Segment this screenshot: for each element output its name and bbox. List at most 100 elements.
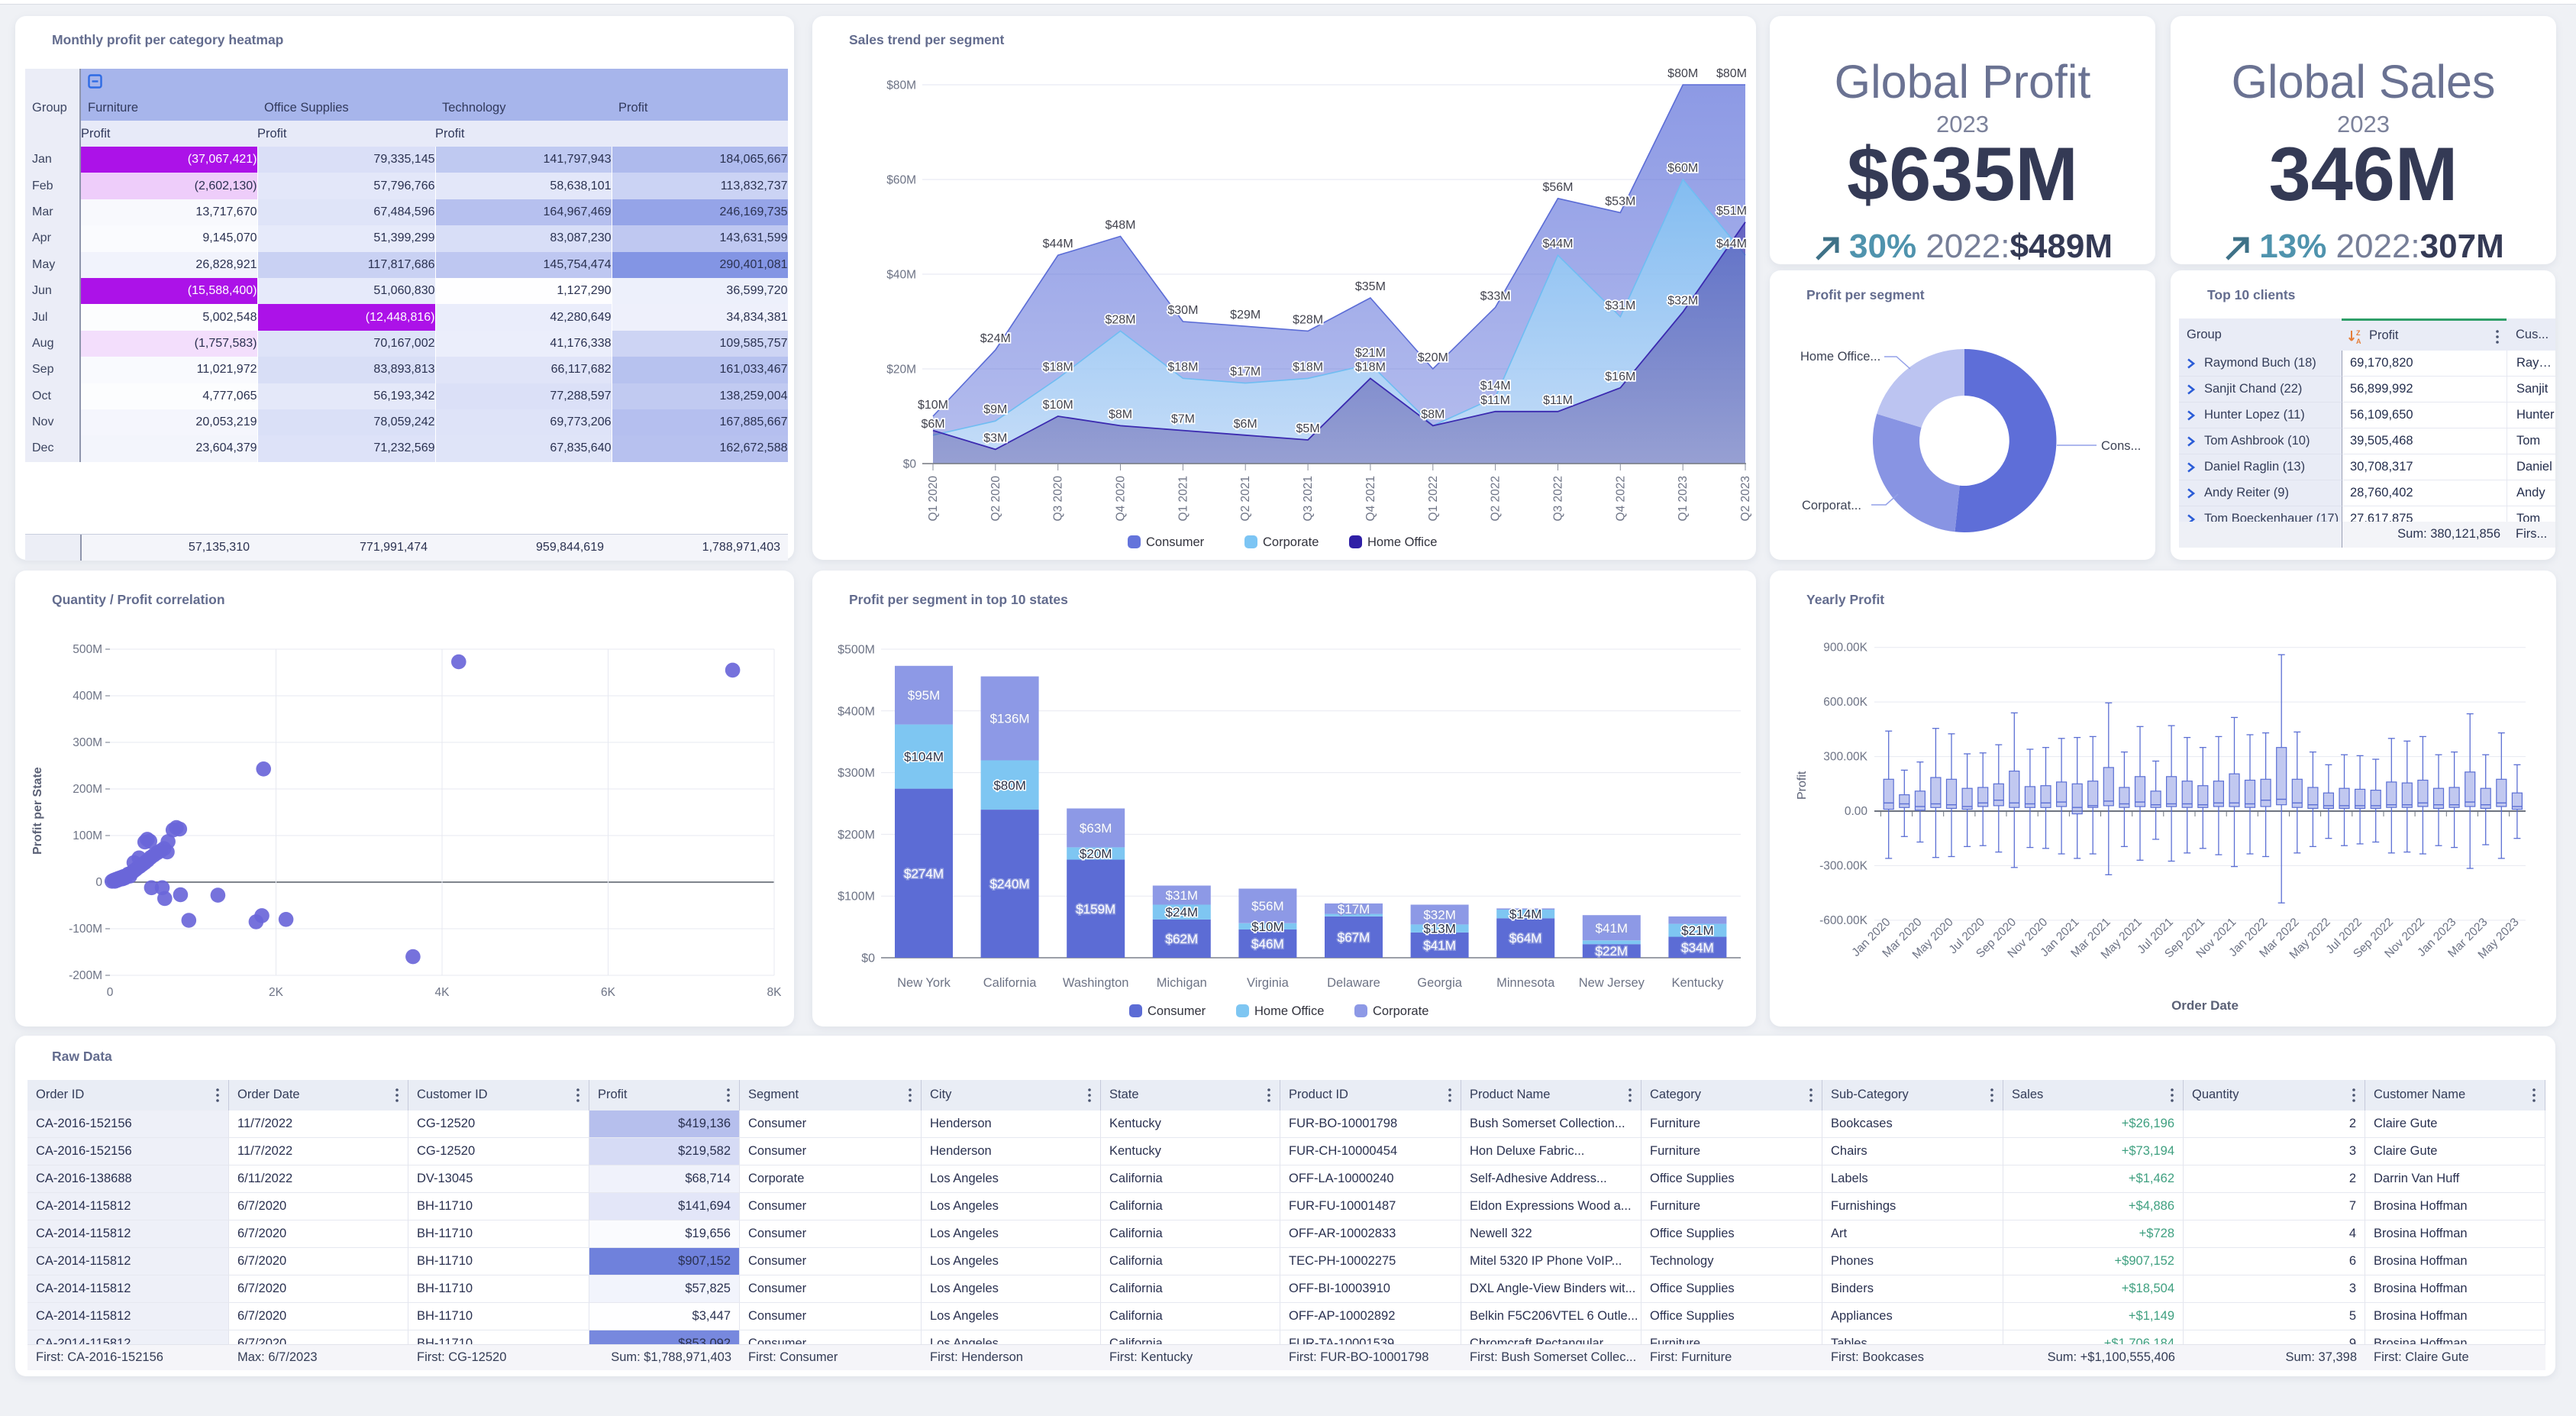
svg-text:Q2 2020: Q2 2020 xyxy=(989,476,1002,522)
svg-text:$60M: $60M xyxy=(886,174,916,187)
svg-text:6K: 6K xyxy=(601,986,616,999)
svg-text:Q3 2021: Q3 2021 xyxy=(1302,476,1315,521)
svg-text:$28M: $28M xyxy=(1105,313,1135,326)
svg-text:$9M: $9M xyxy=(983,403,1007,416)
svg-text:California: California xyxy=(983,976,1038,990)
svg-text:600.00K: 600.00K xyxy=(1823,696,1867,709)
svg-text:-300.00K: -300.00K xyxy=(1819,859,1868,872)
svg-text:$32M: $32M xyxy=(1667,295,1698,308)
svg-text:Corporate: Corporate xyxy=(1373,1004,1428,1018)
svg-text:Q3 2022: Q3 2022 xyxy=(1552,476,1565,521)
svg-text:Q2 2023: Q2 2023 xyxy=(1739,476,1752,521)
svg-text:$274M: $274M xyxy=(904,866,944,881)
svg-text:$46M: $46M xyxy=(1251,936,1284,951)
svg-text:$8M: $8M xyxy=(1421,408,1445,421)
svg-text:200M: 200M xyxy=(73,783,102,796)
svg-text:$67M: $67M xyxy=(1338,930,1370,945)
svg-text:$240M: $240M xyxy=(990,877,1030,891)
svg-text:$10M: $10M xyxy=(1251,920,1284,934)
svg-text:$80M: $80M xyxy=(886,79,916,92)
svg-text:$48M: $48M xyxy=(1105,218,1135,231)
svg-text:$51M: $51M xyxy=(1716,205,1747,218)
svg-text:Q4 2020: Q4 2020 xyxy=(1115,476,1128,522)
svg-text:$16M: $16M xyxy=(1605,370,1635,383)
svg-text:$18M: $18M xyxy=(1293,360,1323,373)
svg-text:4K: 4K xyxy=(435,986,450,999)
svg-text:$80M: $80M xyxy=(993,778,1026,793)
svg-text:$80M: $80M xyxy=(1716,67,1747,80)
svg-text:$20M: $20M xyxy=(886,364,916,377)
svg-text:Virginia: Virginia xyxy=(1247,976,1290,990)
svg-text:$136M: $136M xyxy=(990,712,1030,726)
svg-text:Q1 2020: Q1 2020 xyxy=(927,476,940,522)
svg-text:Consumer: Consumer xyxy=(1146,535,1205,549)
svg-text:Profit: Profit xyxy=(1796,771,1809,800)
svg-text:$41M: $41M xyxy=(1423,938,1456,952)
svg-text:$6M: $6M xyxy=(921,418,944,431)
svg-text:$13M: $13M xyxy=(1423,922,1456,936)
svg-text:Q1 2021: Q1 2021 xyxy=(1177,476,1190,521)
svg-text:Q2 2021: Q2 2021 xyxy=(1239,476,1252,521)
svg-text:$44M: $44M xyxy=(1043,238,1073,251)
svg-text:$95M: $95M xyxy=(908,688,941,703)
svg-text:$22M: $22M xyxy=(1596,944,1629,959)
svg-text:$8M: $8M xyxy=(1109,408,1132,421)
svg-text:$60M: $60M xyxy=(1667,162,1698,175)
svg-text:$400M: $400M xyxy=(838,705,875,718)
svg-text:New Jersey: New Jersey xyxy=(1579,976,1645,990)
svg-text:$44M: $44M xyxy=(1542,238,1573,251)
svg-text:$30M: $30M xyxy=(1167,304,1198,317)
svg-text:Washington: Washington xyxy=(1063,976,1129,990)
svg-text:Profit per State: Profit per State xyxy=(31,767,44,855)
svg-text:$40M: $40M xyxy=(886,269,916,282)
svg-text:Michigan: Michigan xyxy=(1157,976,1207,990)
svg-text:$20M: $20M xyxy=(1418,351,1448,364)
svg-text:2K: 2K xyxy=(269,986,284,999)
svg-text:$7M: $7M xyxy=(1171,413,1195,426)
svg-text:Q4 2021: Q4 2021 xyxy=(1364,476,1377,521)
svg-text:$500M: $500M xyxy=(838,644,875,657)
svg-text:$5M: $5M xyxy=(1296,422,1320,435)
svg-text:$53M: $53M xyxy=(1605,195,1635,208)
svg-text:$21M: $21M xyxy=(1355,347,1386,360)
svg-text:Home Office: Home Office xyxy=(1254,1004,1324,1018)
svg-text:$14M: $14M xyxy=(1480,380,1511,393)
svg-text:Consumer: Consumer xyxy=(1148,1004,1206,1018)
svg-text:$17M: $17M xyxy=(1338,902,1370,917)
svg-text:$41M: $41M xyxy=(1596,921,1629,936)
svg-text:Cons...: Cons... xyxy=(2101,439,2141,453)
svg-text:New York: New York xyxy=(897,976,951,990)
svg-text:$35M: $35M xyxy=(1355,280,1386,293)
svg-text:0: 0 xyxy=(95,876,102,889)
svg-text:$11M: $11M xyxy=(1543,394,1573,407)
svg-text:900.00K: 900.00K xyxy=(1823,642,1867,655)
svg-text:$24M: $24M xyxy=(980,332,1011,345)
svg-text:8K: 8K xyxy=(767,986,783,999)
svg-text:Q4 2022: Q4 2022 xyxy=(1614,476,1627,521)
svg-text:$20M: $20M xyxy=(1080,846,1112,861)
svg-text:$56M: $56M xyxy=(1251,899,1284,913)
svg-text:Order Date: Order Date xyxy=(2171,998,2239,1013)
svg-text:$33M: $33M xyxy=(1480,289,1511,302)
svg-text:$0: $0 xyxy=(861,952,875,965)
svg-text:$31M: $31M xyxy=(1605,299,1635,312)
svg-text:$31M: $31M xyxy=(1166,888,1199,903)
svg-text:Home Office...: Home Office... xyxy=(1800,350,1880,364)
svg-text:$24M: $24M xyxy=(1166,905,1199,920)
svg-text:300M: 300M xyxy=(73,736,102,749)
svg-text:500M: 500M xyxy=(73,643,102,656)
svg-text:Z: Z xyxy=(2356,329,2361,337)
svg-text:Delaware: Delaware xyxy=(1327,976,1380,990)
svg-text:Q1 2022: Q1 2022 xyxy=(1427,476,1440,521)
svg-text:$56M: $56M xyxy=(1542,181,1573,194)
svg-text:Q2 2022: Q2 2022 xyxy=(1490,476,1503,521)
svg-text:$32M: $32M xyxy=(1423,907,1456,922)
svg-text:400M: 400M xyxy=(73,690,102,703)
svg-text:A: A xyxy=(2356,338,2361,345)
svg-text:-200M: -200M xyxy=(69,969,102,982)
svg-text:$17M: $17M xyxy=(1230,366,1261,379)
svg-text:100M: 100M xyxy=(73,829,102,842)
svg-text:Home Office: Home Office xyxy=(1367,535,1437,549)
svg-text:$104M: $104M xyxy=(904,750,944,765)
svg-text:$14M: $14M xyxy=(1509,907,1542,922)
